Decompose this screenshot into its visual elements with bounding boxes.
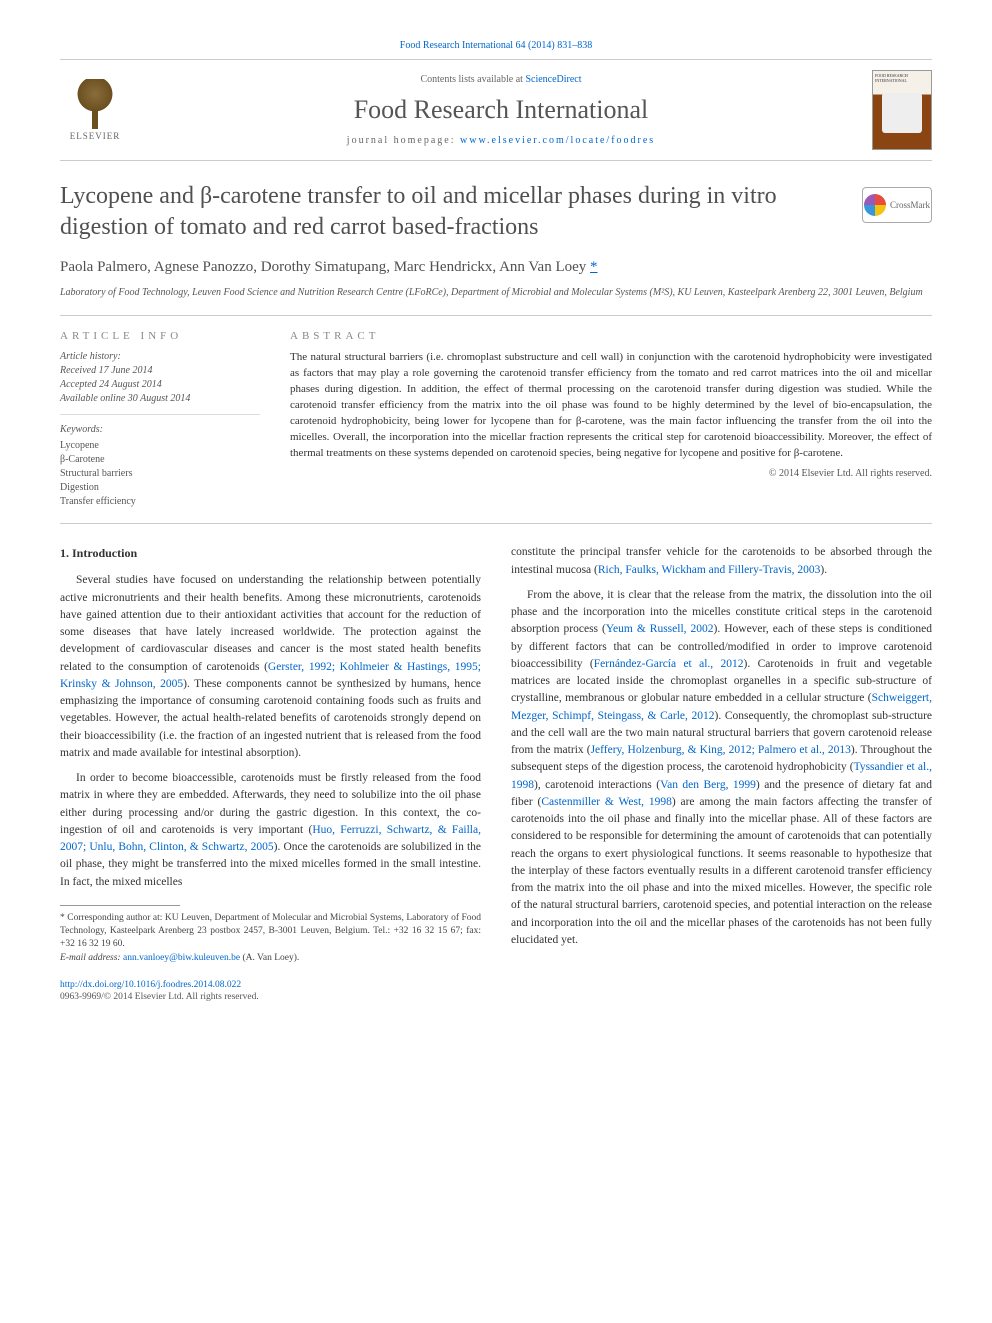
para-text: ) are among the main factors affecting t… bbox=[511, 796, 932, 946]
history-label: Article history: bbox=[60, 350, 260, 364]
article-title: Lycopene and β-carotene transfer to oil … bbox=[60, 181, 842, 243]
homepage-prefix: journal homepage: bbox=[347, 135, 460, 146]
para-text: Several studies have focused on understa… bbox=[60, 574, 481, 672]
crossmark-badge[interactable]: CrossMark bbox=[862, 187, 932, 223]
para-text: ). These components cannot be synthesize… bbox=[60, 678, 481, 759]
email-label: E-mail address: bbox=[60, 953, 123, 963]
header-center: Contents lists available at ScienceDirec… bbox=[130, 74, 872, 146]
body-para: Several studies have focused on understa… bbox=[60, 572, 481, 762]
journal-cover-thumb: FOOD RESEARCH INTERNATIONAL bbox=[872, 70, 932, 150]
para-text: ). bbox=[820, 564, 827, 576]
ref-link[interactable]: Jeffery, Holzenburg, & King, 2012; Palme… bbox=[591, 744, 851, 756]
corresponding-footnote: * Corresponding author at: KU Leuven, De… bbox=[60, 912, 481, 965]
journal-homepage: journal homepage: www.elsevier.com/locat… bbox=[130, 135, 872, 146]
ref-link[interactable]: Van den Berg, 1999 bbox=[660, 779, 756, 791]
doi-link[interactable]: http://dx.doi.org/10.1016/j.foodres.2014… bbox=[60, 980, 241, 990]
keywords-label: Keywords: bbox=[60, 423, 260, 437]
ref-link[interactable]: Castenmiller & West, 1998 bbox=[541, 796, 672, 808]
body-para: From the above, it is clear that the rel… bbox=[511, 587, 932, 949]
abstract-heading: ABSTRACT bbox=[290, 330, 932, 342]
journal-header: ELSEVIER Contents lists available at Sci… bbox=[60, 59, 932, 161]
elsevier-logo: ELSEVIER bbox=[60, 70, 130, 150]
authors-text: Paola Palmero, Agnese Panozzo, Dorothy S… bbox=[60, 259, 590, 275]
info-abstract-row: ARTICLE INFO Article history: Received 1… bbox=[60, 315, 932, 524]
keyword: Structural barriers bbox=[60, 467, 260, 481]
abstract-col: ABSTRACT The natural structural barriers… bbox=[290, 330, 932, 509]
ref-link[interactable]: Fernández-García et al., 2012 bbox=[594, 658, 744, 670]
footnote-separator bbox=[60, 905, 180, 906]
keywords-block: Keywords: Lycopene β-Carotene Structural… bbox=[60, 423, 260, 509]
abstract-text: The natural structural barriers (i.e. ch… bbox=[290, 350, 932, 462]
body-columns: 1. Introduction Several studies have foc… bbox=[60, 544, 932, 965]
elsevier-label: ELSEVIER bbox=[70, 131, 121, 141]
body-para: constitute the principal transfer vehicl… bbox=[511, 544, 932, 579]
keyword: Lycopene bbox=[60, 439, 260, 453]
citation-link[interactable]: Food Research International 64 (2014) 83… bbox=[400, 40, 592, 51]
homepage-link[interactable]: www.elsevier.com/locate/foodres bbox=[460, 135, 655, 146]
ref-link[interactable]: Yeum & Russell, 2002 bbox=[606, 623, 714, 635]
email-link[interactable]: ann.vanloey@biw.kuleuven.be bbox=[123, 953, 240, 963]
corresponding-mark[interactable]: * bbox=[590, 259, 598, 275]
footer-issn: 0963-9969/© 2014 Elsevier Ltd. All right… bbox=[60, 991, 932, 1003]
journal-name: Food Research International bbox=[130, 95, 872, 125]
received-date: Received 17 June 2014 bbox=[60, 364, 260, 378]
left-column: 1. Introduction Several studies have foc… bbox=[60, 544, 481, 965]
elsevier-tree-icon bbox=[70, 79, 120, 129]
article-info-col: ARTICLE INFO Article history: Received 1… bbox=[60, 330, 260, 509]
accepted-date: Accepted 24 August 2014 bbox=[60, 378, 260, 392]
email-suffix: (A. Van Loey). bbox=[240, 953, 299, 963]
title-row: Lycopene and β-carotene transfer to oil … bbox=[60, 181, 932, 243]
footer: http://dx.doi.org/10.1016/j.foodres.2014… bbox=[60, 979, 932, 1004]
contents-prefix: Contents lists available at bbox=[420, 74, 525, 85]
cover-image-placeholder bbox=[882, 93, 922, 133]
article-history: Article history: Received 17 June 2014 A… bbox=[60, 350, 260, 415]
corr-text: * Corresponding author at: KU Leuven, De… bbox=[60, 912, 481, 952]
keyword: β-Carotene bbox=[60, 453, 260, 467]
email-line: E-mail address: ann.vanloey@biw.kuleuven… bbox=[60, 952, 481, 965]
crossmark-icon bbox=[864, 194, 886, 216]
keyword: Transfer efficiency bbox=[60, 495, 260, 509]
right-column: constitute the principal transfer vehicl… bbox=[511, 544, 932, 965]
authors-line: Paola Palmero, Agnese Panozzo, Dorothy S… bbox=[60, 259, 932, 276]
body-para: In order to become bioaccessible, carote… bbox=[60, 770, 481, 891]
affiliation: Laboratory of Food Technology, Leuven Fo… bbox=[60, 286, 932, 299]
para-text: ), carotenoid interactions ( bbox=[534, 779, 660, 791]
online-date: Available online 30 August 2014 bbox=[60, 392, 260, 406]
cover-title: FOOD RESEARCH INTERNATIONAL bbox=[875, 73, 929, 83]
ref-link[interactable]: Rich, Faulks, Wickham and Fillery-Travis… bbox=[598, 564, 821, 576]
article-info-heading: ARTICLE INFO bbox=[60, 330, 260, 342]
citation-header: Food Research International 64 (2014) 83… bbox=[60, 40, 932, 51]
intro-heading: 1. Introduction bbox=[60, 544, 481, 562]
sciencedirect-link[interactable]: ScienceDirect bbox=[525, 74, 581, 85]
keyword: Digestion bbox=[60, 481, 260, 495]
contents-line: Contents lists available at ScienceDirec… bbox=[130, 74, 872, 85]
crossmark-label: CrossMark bbox=[890, 200, 930, 210]
abstract-copyright: © 2014 Elsevier Ltd. All rights reserved… bbox=[290, 468, 932, 479]
